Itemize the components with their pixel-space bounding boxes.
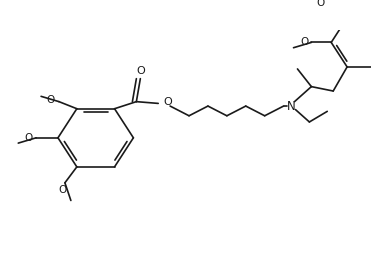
Text: O: O xyxy=(136,66,145,76)
Text: O: O xyxy=(316,0,324,8)
Text: O: O xyxy=(300,38,308,48)
Text: O: O xyxy=(163,97,172,107)
Text: N: N xyxy=(287,100,296,113)
Text: O: O xyxy=(59,185,67,195)
Text: O: O xyxy=(24,133,32,143)
Text: O: O xyxy=(47,95,55,105)
